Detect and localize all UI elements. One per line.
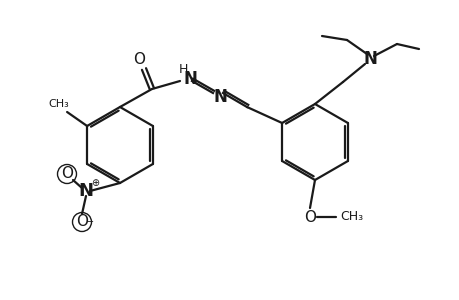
Text: N: N — [183, 70, 196, 88]
Text: N: N — [213, 88, 226, 106]
Text: CH₃: CH₃ — [49, 99, 69, 109]
Text: −: − — [86, 217, 94, 227]
Text: O: O — [76, 214, 88, 230]
Text: O: O — [133, 52, 145, 67]
Text: O: O — [303, 209, 315, 224]
Text: O: O — [61, 167, 73, 182]
Text: N: N — [362, 50, 376, 68]
Text: CH₃: CH₃ — [340, 211, 363, 224]
Text: N: N — [78, 182, 93, 200]
Text: H: H — [178, 62, 187, 76]
Text: ⊕: ⊕ — [91, 178, 99, 188]
